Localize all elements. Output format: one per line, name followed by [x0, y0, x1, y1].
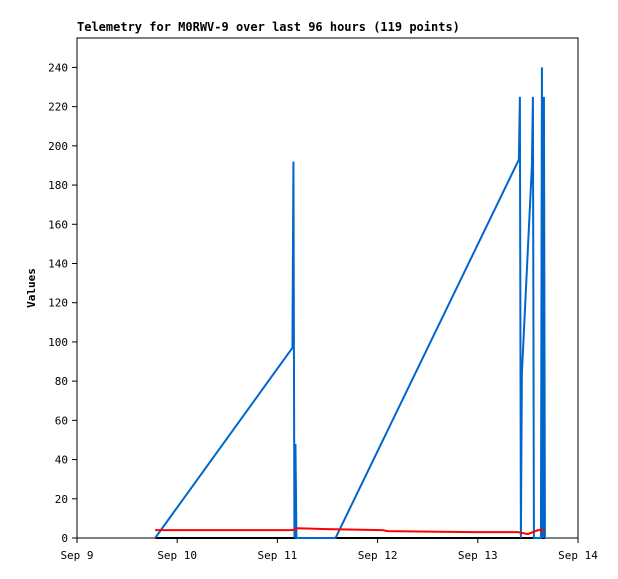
y-tick-label: 100	[48, 336, 68, 349]
y-tick-label: 60	[55, 414, 68, 427]
y-tick-label: 40	[55, 454, 68, 467]
y-tick-label: 20	[55, 493, 68, 506]
y-tick-label: 120	[48, 297, 68, 310]
y-tick-label: 240	[48, 61, 68, 74]
x-tick-label: Sep 12	[358, 549, 398, 562]
y-tick-label: 140	[48, 257, 68, 270]
series-line	[154, 67, 546, 539]
y-axis-label: Values	[25, 268, 38, 308]
series-line	[155, 527, 545, 536]
y-tick-label: 0	[61, 532, 68, 545]
x-tick-label: Sep 9	[60, 549, 93, 562]
chart-title: Telemetry for M0RWV-9 over last 96 hours…	[77, 20, 460, 34]
x-tick-label: Sep 10	[157, 549, 197, 562]
y-tick-label: 160	[48, 218, 68, 231]
y-tick-label: 200	[48, 140, 68, 153]
x-tick-label: Sep 14	[558, 549, 598, 562]
x-tick-label: Sep 13	[458, 549, 498, 562]
x-tick-label: Sep 11	[258, 549, 298, 562]
y-tick-label: 180	[48, 179, 68, 192]
y-tick-label: 220	[48, 101, 68, 114]
y-tick-label: 80	[55, 375, 68, 388]
